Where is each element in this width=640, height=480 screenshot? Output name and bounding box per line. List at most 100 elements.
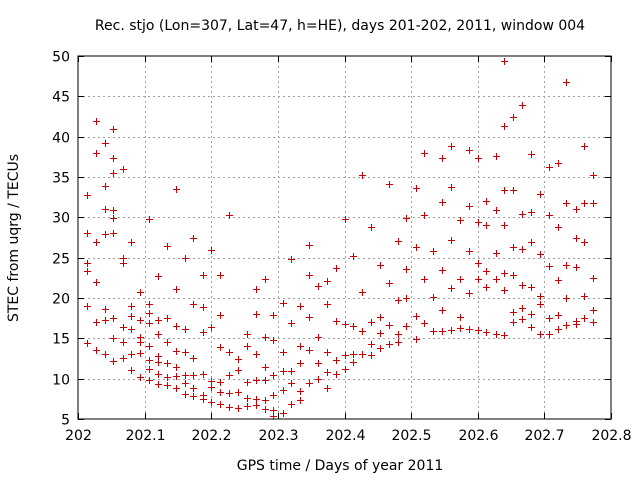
data-point — [430, 248, 437, 255]
data-point — [146, 320, 153, 327]
data-point — [102, 140, 109, 147]
data-point — [368, 224, 375, 231]
data-point — [164, 315, 171, 322]
data-point — [483, 329, 490, 336]
data-point — [244, 331, 251, 338]
data-point — [439, 199, 446, 206]
data-point — [226, 404, 233, 411]
data-point — [253, 396, 260, 403]
data-point — [110, 315, 117, 322]
data-point — [421, 212, 428, 219]
data-point — [244, 379, 251, 386]
data-point — [573, 206, 580, 213]
data-point — [253, 402, 260, 409]
data-point — [270, 337, 277, 344]
y-tick-label: 25 — [52, 252, 70, 268]
data-point — [270, 413, 277, 420]
data-point — [155, 359, 162, 366]
data-point — [519, 246, 526, 253]
data-point — [315, 334, 322, 341]
data-point — [200, 304, 207, 311]
data-point — [137, 317, 144, 324]
data-point — [590, 319, 597, 326]
data-point — [270, 312, 277, 319]
data-point — [182, 391, 189, 398]
data-point — [546, 331, 553, 338]
data-point — [403, 215, 410, 222]
data-point — [395, 331, 402, 338]
data-point — [581, 293, 588, 300]
data-point — [324, 349, 331, 356]
data-point — [528, 311, 535, 318]
data-point — [368, 352, 375, 359]
data-point — [93, 347, 100, 354]
data-point — [573, 321, 580, 328]
data-point — [333, 265, 340, 272]
data-point — [493, 331, 500, 338]
data-point — [359, 172, 366, 179]
data-point — [137, 289, 144, 296]
data-point — [253, 377, 260, 384]
data-point — [501, 222, 508, 229]
data-point — [280, 300, 287, 307]
data-point — [93, 319, 100, 326]
data-point — [110, 230, 117, 237]
data-point — [448, 285, 455, 292]
data-point — [448, 184, 455, 191]
data-point — [280, 349, 287, 356]
data-point — [519, 102, 526, 109]
data-point — [137, 374, 144, 381]
data-point — [306, 242, 313, 249]
data-point — [493, 250, 500, 257]
data-point — [262, 377, 269, 384]
data-point — [413, 313, 420, 320]
data-point — [546, 212, 553, 219]
data-point — [226, 349, 233, 356]
data-point — [403, 266, 410, 273]
data-point — [528, 239, 535, 246]
data-point — [519, 282, 526, 289]
data-point — [475, 219, 482, 226]
data-point — [359, 351, 366, 358]
data-point — [288, 380, 295, 387]
data-point — [439, 328, 446, 335]
data-point — [413, 185, 420, 192]
data-point — [324, 369, 331, 376]
data-point — [110, 155, 117, 162]
data-point — [208, 378, 215, 385]
data-point — [537, 331, 544, 338]
data-point — [182, 349, 189, 356]
data-point — [573, 235, 580, 242]
y-tick-label: 10 — [52, 373, 70, 389]
data-point — [102, 306, 109, 313]
data-point — [208, 324, 215, 331]
y-tick-label: 50 — [52, 50, 70, 66]
data-point — [262, 334, 269, 341]
chart-title: Rec. stjo (Lon=307, Lat=47, h=HE), days … — [95, 18, 585, 34]
data-point — [386, 181, 393, 188]
data-point — [146, 310, 153, 317]
data-point — [84, 192, 91, 199]
data-point — [555, 326, 562, 333]
data-point — [93, 279, 100, 286]
data-point — [120, 339, 127, 346]
data-point — [200, 272, 207, 279]
x-tick-label: 202.7 — [524, 428, 564, 444]
data-point — [128, 351, 135, 358]
data-point — [395, 297, 402, 304]
data-point — [315, 283, 322, 290]
data-point — [421, 276, 428, 283]
data-point — [155, 331, 162, 338]
data-point — [84, 230, 91, 237]
data-point — [297, 397, 304, 404]
data-point — [510, 244, 517, 251]
data-point — [493, 153, 500, 160]
data-point — [217, 401, 224, 408]
data-point — [93, 118, 100, 125]
data-point — [528, 151, 535, 158]
y-tick-label: 40 — [52, 131, 70, 147]
data-point — [475, 276, 482, 283]
data-point — [342, 352, 349, 359]
data-point — [333, 318, 340, 325]
data-point — [217, 379, 224, 386]
